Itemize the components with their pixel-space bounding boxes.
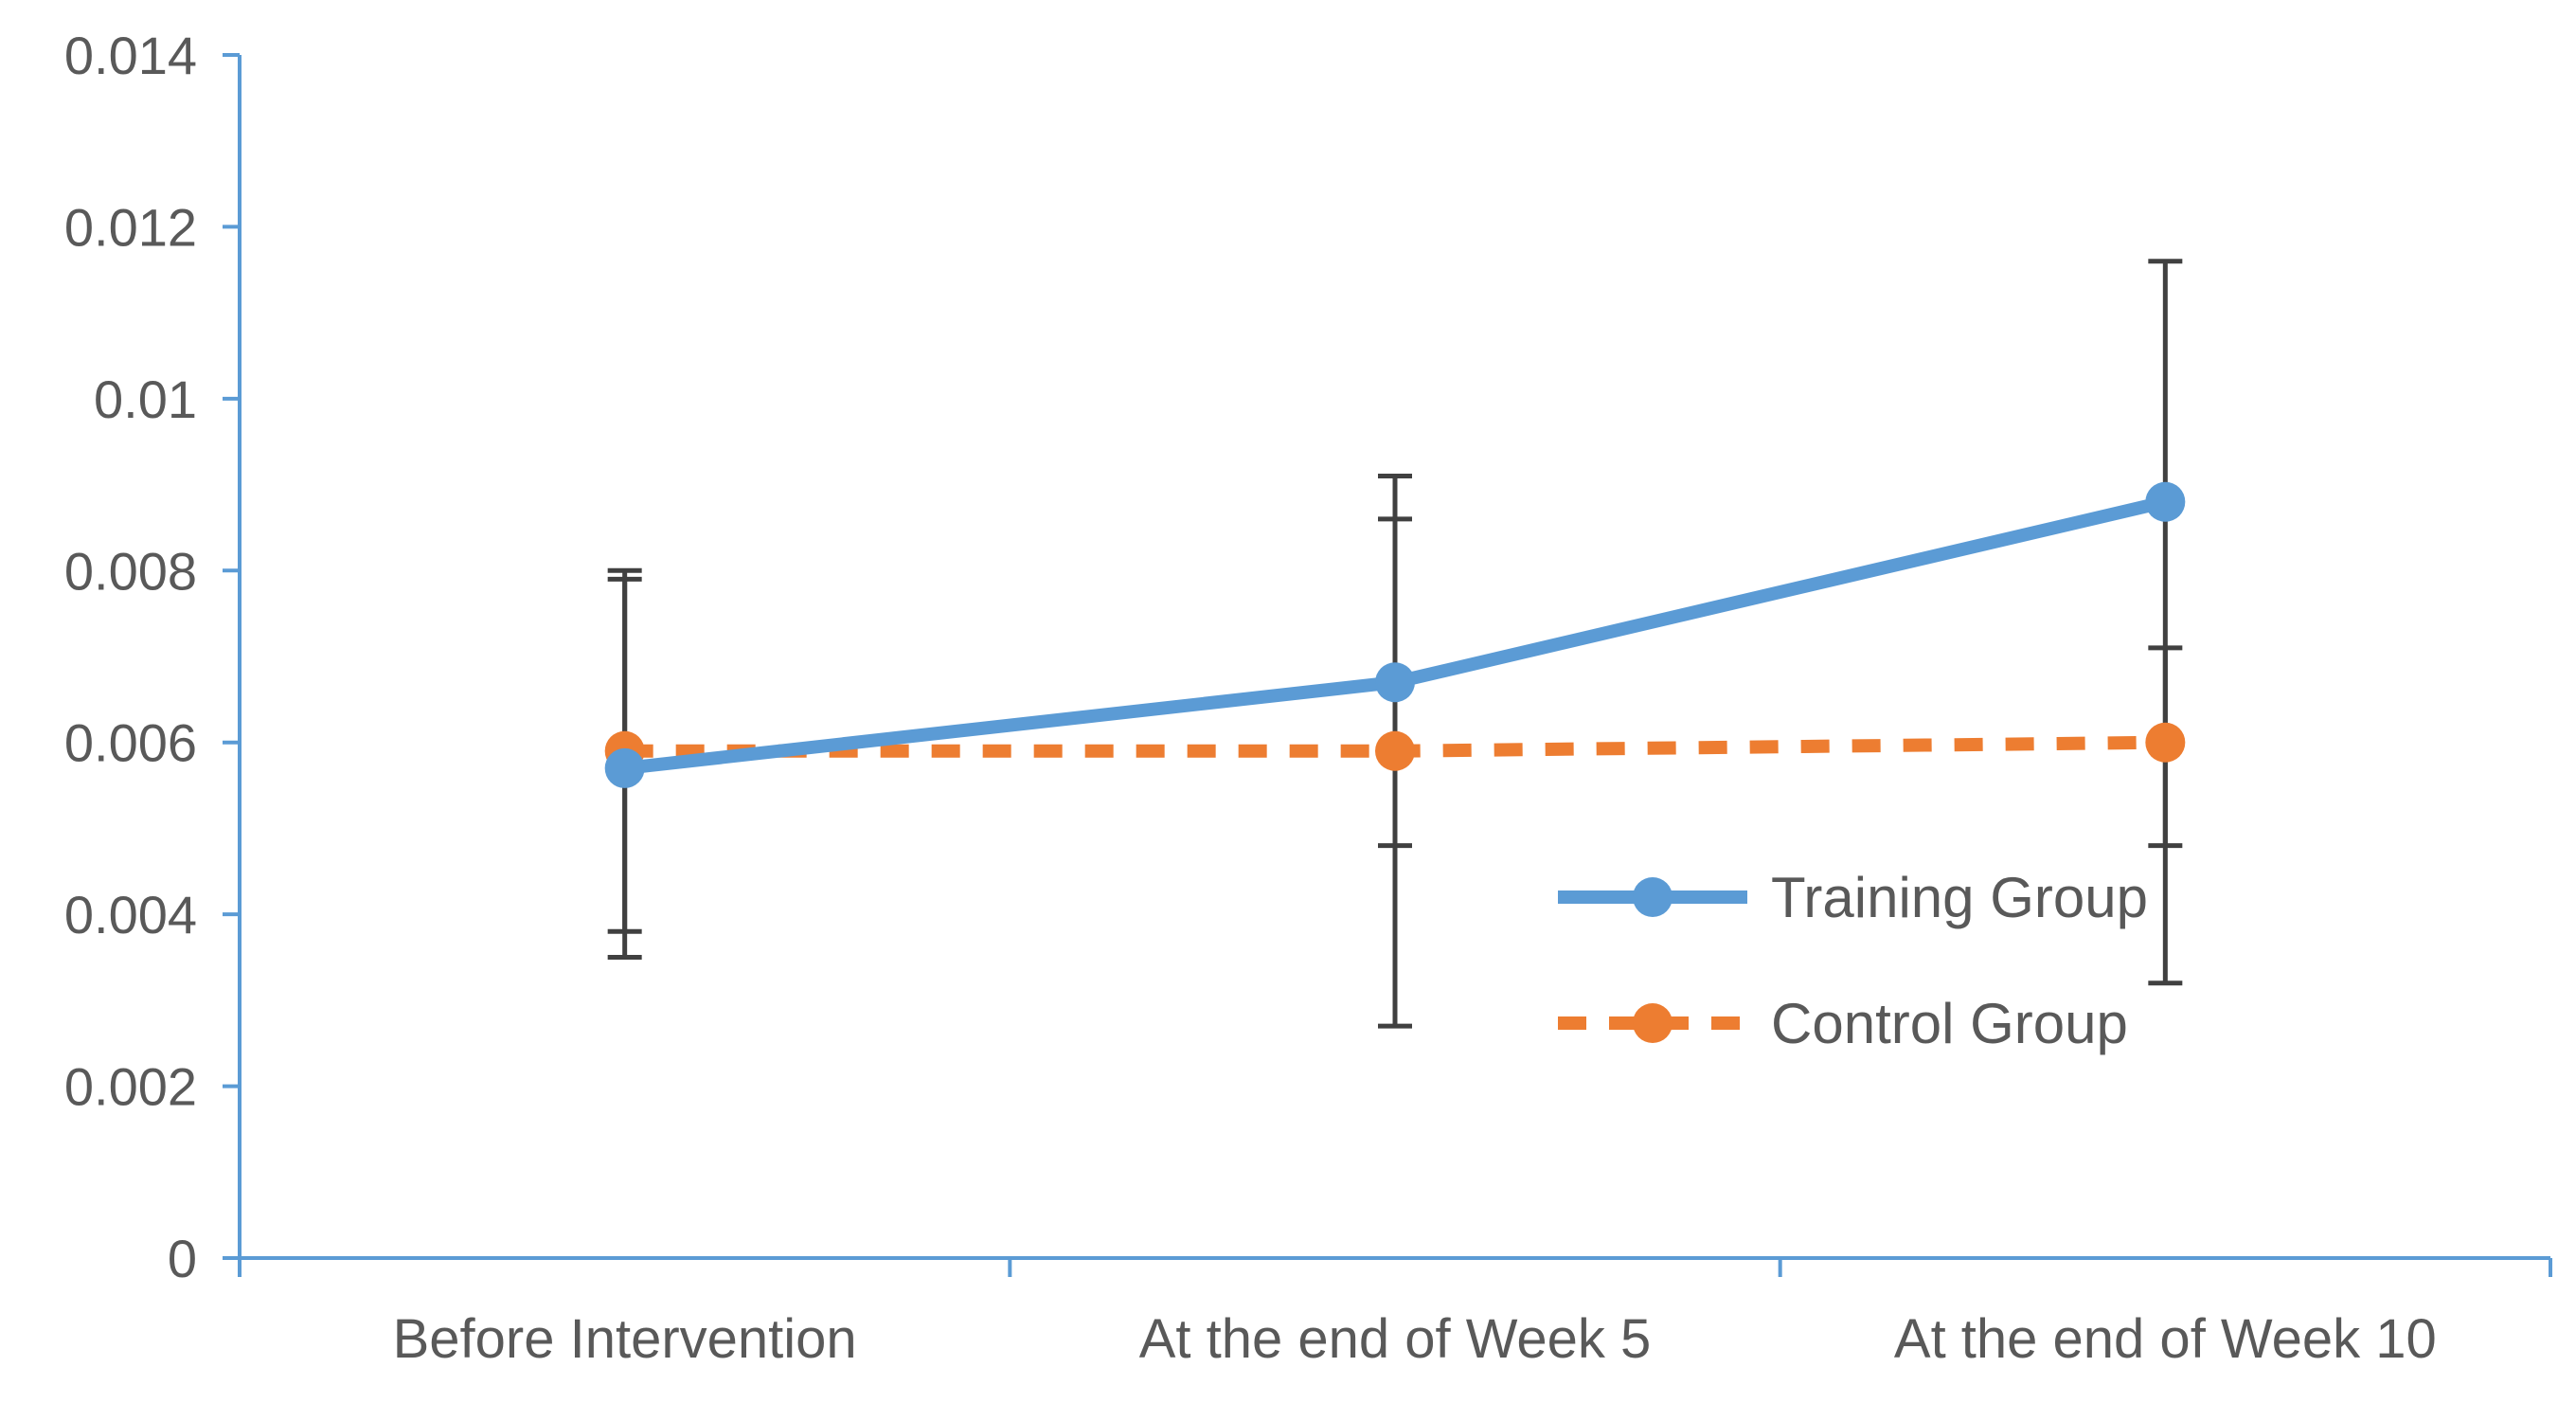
y-tick-label: 0.008 (64, 541, 197, 601)
legend-label: Control Group (1771, 992, 2128, 1055)
y-tick-label: 0 (168, 1229, 197, 1288)
legend-label: Training Group (1771, 866, 2148, 929)
y-tick-label: 0.012 (64, 197, 197, 257)
legend-marker (1633, 877, 1673, 917)
legend-marker (1633, 1003, 1673, 1043)
data-point (1375, 730, 1415, 771)
y-tick-label: 0.006 (64, 713, 197, 773)
y-tick-label: 0.004 (64, 885, 197, 944)
data-point (604, 747, 645, 788)
axes-layer: 0 0.002 0.004 0.006 0.008 0.01 0.012 0.014 Befor… (64, 26, 2552, 1370)
y-tick-label: 0.01 (94, 369, 197, 429)
legend: Training Group Control Group (1558, 866, 2148, 1055)
x-tick-label: At the end of Week 10 (1894, 1308, 2437, 1370)
error-bar (2148, 259, 2183, 986)
legend-entry: Control Group (1558, 992, 2128, 1055)
y-tick-label: 0.002 (64, 1057, 197, 1117)
data-point (2145, 722, 2186, 763)
x-tick-label: At the end of Week 5 (1139, 1308, 1652, 1370)
series-layer (604, 481, 2186, 788)
legend-entry: Training Group (1558, 866, 2148, 929)
data-point (2145, 481, 2186, 522)
y-tick-label: 0.014 (64, 26, 197, 85)
x-tick-label: Before Intervention (393, 1308, 857, 1370)
data-point (1375, 662, 1415, 703)
